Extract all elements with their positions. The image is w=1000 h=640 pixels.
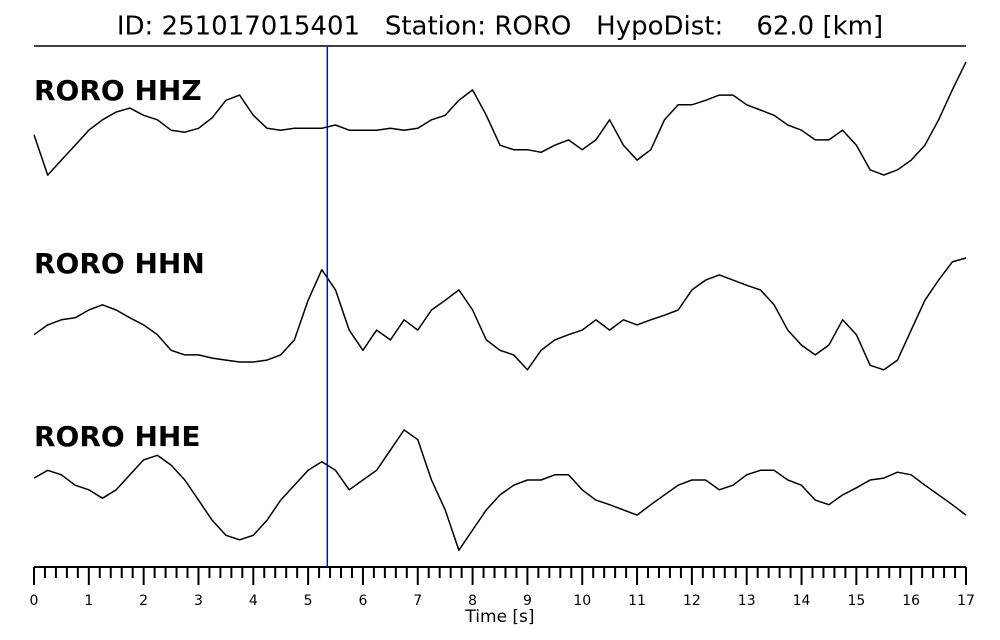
trace <box>33 61 967 176</box>
trace-label: RORO HHZ <box>34 74 202 107</box>
trace <box>33 257 967 371</box>
x-tick-label: 11 <box>628 593 646 609</box>
x-tick-label: 14 <box>793 593 811 609</box>
x-tick-label: 4 <box>249 593 258 609</box>
x-axis-label: Time [s] <box>464 607 534 627</box>
x-tick-label: 13 <box>738 593 756 609</box>
x-tick-label: 2 <box>139 593 148 609</box>
x-tick-label: 16 <box>902 593 920 609</box>
x-tick-label: 7 <box>413 593 422 609</box>
x-tick-label: 3 <box>194 593 203 609</box>
chart-title: ID: 251017015401 Station: RORO HypoDist:… <box>117 12 883 42</box>
x-tick-label: 15 <box>847 593 865 609</box>
x-tick-label: 6 <box>358 593 367 609</box>
x-tick-label: 12 <box>683 593 701 609</box>
x-tick-label: 8 <box>468 593 477 609</box>
x-tick-label: 9 <box>523 593 532 609</box>
x-tick-label: 1 <box>84 593 93 609</box>
trace-label: RORO HHN <box>34 247 205 280</box>
trace-label: RORO HHE <box>34 420 200 453</box>
x-tick-label: 10 <box>573 593 591 609</box>
trace <box>33 429 967 551</box>
x-tick-label: 5 <box>304 593 313 609</box>
x-tick-label: 0 <box>30 593 39 609</box>
x-tick-label: 17 <box>957 593 975 609</box>
